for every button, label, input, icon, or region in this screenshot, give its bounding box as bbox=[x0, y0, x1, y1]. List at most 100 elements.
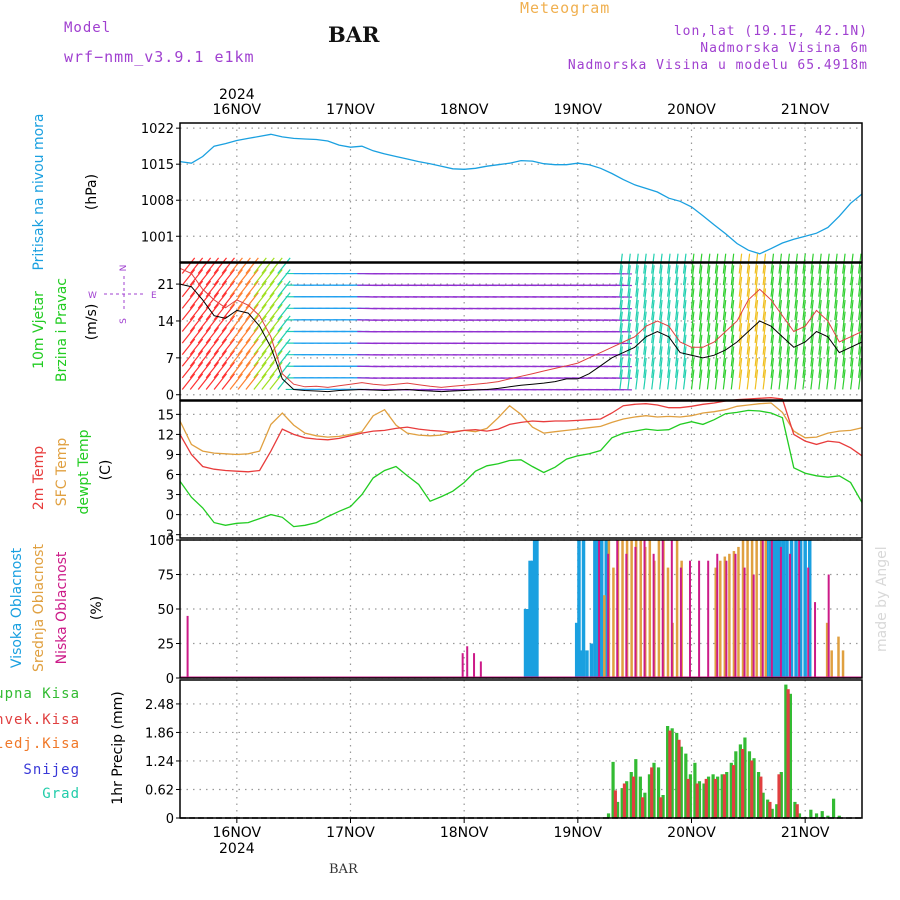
wind-barb bbox=[229, 269, 243, 286]
wind-barb bbox=[205, 350, 220, 367]
wind-barb bbox=[651, 369, 655, 390]
precip-bar bbox=[731, 765, 736, 818]
wind-barb bbox=[762, 265, 767, 286]
wind-barb bbox=[627, 276, 631, 297]
wind-barb bbox=[738, 311, 743, 332]
wind-barb bbox=[770, 346, 775, 367]
wind-barb bbox=[770, 311, 775, 332]
wind-barb bbox=[619, 334, 623, 355]
cloud-bar bbox=[728, 553, 731, 678]
wind-barb bbox=[667, 265, 671, 286]
x-tick-label-top: 21NOV bbox=[781, 102, 830, 118]
precip-bar bbox=[666, 726, 670, 818]
cloud-bar bbox=[752, 574, 755, 678]
y-tick-label: 1.86 bbox=[145, 726, 174, 741]
cloud-bar bbox=[785, 540, 789, 678]
cloud-bar bbox=[775, 540, 779, 678]
wind-barb bbox=[237, 257, 251, 274]
wind-barb bbox=[810, 265, 814, 286]
wind-barb bbox=[261, 303, 275, 321]
model-label: Model bbox=[64, 20, 112, 36]
x-tick-label-bottom: 20NOV bbox=[667, 825, 716, 841]
wind-barb bbox=[253, 315, 267, 332]
precip-bar bbox=[622, 783, 627, 818]
wind-barb bbox=[635, 369, 639, 390]
wind-unit: (m/s) bbox=[84, 304, 100, 341]
wind-barb bbox=[221, 327, 235, 344]
wind-barb bbox=[237, 373, 251, 390]
precip-bar bbox=[725, 772, 729, 818]
wind-barb bbox=[619, 276, 623, 297]
precip-bar bbox=[706, 776, 711, 818]
wind-barb bbox=[197, 327, 212, 344]
wind-barb bbox=[667, 311, 671, 332]
wind-barb bbox=[850, 288, 854, 309]
wind-barb bbox=[229, 338, 243, 356]
wind-barb bbox=[237, 269, 251, 286]
precip-bar bbox=[837, 815, 841, 818]
cloud-bar bbox=[779, 546, 782, 678]
precip-bar bbox=[611, 761, 615, 818]
wind-barb bbox=[714, 334, 719, 355]
cloud-bar bbox=[466, 646, 469, 678]
wind-barb bbox=[189, 257, 204, 274]
x-tick-label-bottom: 18NOV bbox=[440, 825, 489, 841]
wind-barb bbox=[205, 338, 220, 356]
cloud-bar bbox=[734, 553, 737, 678]
wind-barb bbox=[746, 369, 751, 390]
wind-barb bbox=[698, 357, 703, 378]
wind-barb bbox=[754, 369, 759, 390]
cloud-bar bbox=[737, 546, 740, 678]
wind-barb bbox=[237, 280, 251, 298]
wind-barb bbox=[635, 346, 639, 367]
wind-barb bbox=[810, 369, 814, 390]
panel-frame bbox=[179, 262, 863, 401]
wind-barb bbox=[197, 269, 212, 286]
cloud-bar bbox=[648, 540, 652, 678]
cloud-unit: (%) bbox=[89, 596, 105, 620]
precip-bar bbox=[809, 809, 813, 818]
wind-speed-line bbox=[179, 283, 863, 393]
wind-barb bbox=[269, 373, 283, 390]
wind-barb bbox=[205, 373, 220, 390]
wind-barb bbox=[802, 346, 806, 367]
wind-barb bbox=[857, 357, 862, 378]
wind-barb bbox=[205, 327, 220, 344]
wind-barb bbox=[746, 276, 751, 297]
wind-barb bbox=[261, 361, 275, 379]
y-tick-label: 2.48 bbox=[145, 698, 174, 713]
wind-barb bbox=[818, 265, 822, 286]
wind-barb bbox=[237, 327, 251, 344]
wind-barb bbox=[778, 299, 783, 320]
cloud-bar bbox=[743, 567, 746, 678]
cloud-bar bbox=[770, 540, 773, 678]
wind-barb bbox=[643, 357, 647, 378]
wind-barb bbox=[253, 373, 267, 390]
wind-barb bbox=[635, 265, 639, 286]
wind-barb bbox=[698, 323, 703, 344]
wind-barb bbox=[181, 315, 196, 332]
x-tick-label-top: 18NOV bbox=[440, 102, 489, 118]
cloud-bar bbox=[670, 540, 673, 678]
cloud-bar bbox=[579, 650, 583, 678]
sfc-temp-line bbox=[179, 402, 863, 456]
wind-barb bbox=[786, 311, 790, 332]
wind-barb bbox=[651, 299, 655, 320]
wind-barb bbox=[730, 265, 735, 286]
precip-bar bbox=[786, 689, 790, 818]
wind-barb bbox=[826, 357, 830, 378]
wind-barb bbox=[762, 311, 767, 332]
wind-barb bbox=[213, 269, 228, 286]
precip-bar bbox=[752, 758, 756, 818]
cloud-bar bbox=[574, 622, 579, 678]
cloud-bar bbox=[794, 540, 798, 678]
precip-bar bbox=[693, 762, 697, 818]
wind-barb bbox=[643, 276, 647, 297]
legend-precip-conv: Konvek.Kisa bbox=[0, 712, 80, 728]
wind-barb bbox=[277, 373, 291, 390]
precip-bar bbox=[625, 781, 629, 818]
wind-barb bbox=[826, 288, 830, 309]
wind-barb bbox=[269, 292, 283, 309]
wind-gust-line bbox=[179, 267, 863, 388]
